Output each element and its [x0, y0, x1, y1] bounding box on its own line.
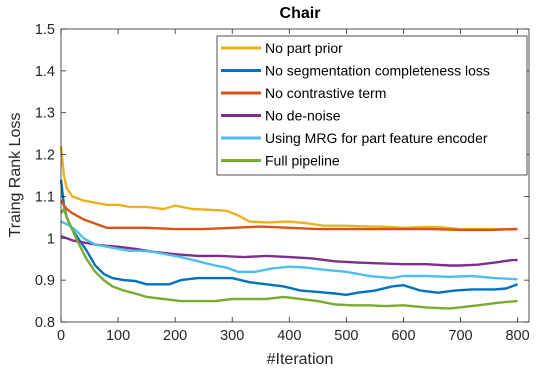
y-tick-label: 0.9	[35, 273, 55, 289]
y-tick-label: 1.1	[35, 189, 55, 205]
y-tick-label: 1.5	[35, 22, 55, 38]
legend-entry: Full pipeline	[265, 153, 340, 169]
x-tick-label: 800	[505, 328, 529, 344]
legend-box	[216, 35, 528, 176]
series-line-5	[60, 220, 518, 281]
y-tick-label: 1.2	[35, 148, 55, 164]
series-line-3	[60, 199, 518, 232]
legend-entry: No de-noise	[265, 108, 341, 124]
x-tick-label: 0	[57, 328, 65, 344]
x-tick-label: 600	[391, 328, 415, 344]
series-lines	[59, 146, 519, 310]
axes-box	[60, 28, 530, 323]
x-tick-label: 700	[448, 328, 472, 344]
x-tick-label: 500	[334, 328, 358, 344]
legend: No part prior No segmentation completenes…	[216, 35, 528, 176]
legend-entry: No contrastive term	[265, 85, 386, 101]
x-axis-label: #Iteration	[267, 351, 334, 368]
chart-title: Chair	[280, 5, 321, 22]
y-tick-label: 1.4	[35, 64, 55, 80]
x-tick-label: 400	[277, 328, 301, 344]
legend-entry: No part prior	[265, 40, 343, 56]
series-line-2	[59, 179, 519, 296]
x-tick-label: 200	[163, 328, 187, 344]
y-tick-label: 1.3	[35, 106, 55, 122]
y-tick-label: 0.8	[35, 315, 55, 331]
legend-entry: No segmentation completeness loss	[265, 63, 490, 79]
y-axis-label: Traing Rank Loss	[7, 113, 24, 238]
x-tick-label: 300	[220, 328, 244, 344]
tick-labels: 0 100 200 300 400 500 600 700 800 0.8 0.9 1 1.1 1.2 1.…	[35, 22, 530, 344]
legend-entry: Using MRG for part feature encoder	[265, 130, 488, 146]
x-tick-label: 100	[106, 328, 130, 344]
series-line-1	[59, 146, 518, 231]
series-line-6	[60, 207, 518, 310]
y-tick-label: 1	[47, 231, 55, 247]
